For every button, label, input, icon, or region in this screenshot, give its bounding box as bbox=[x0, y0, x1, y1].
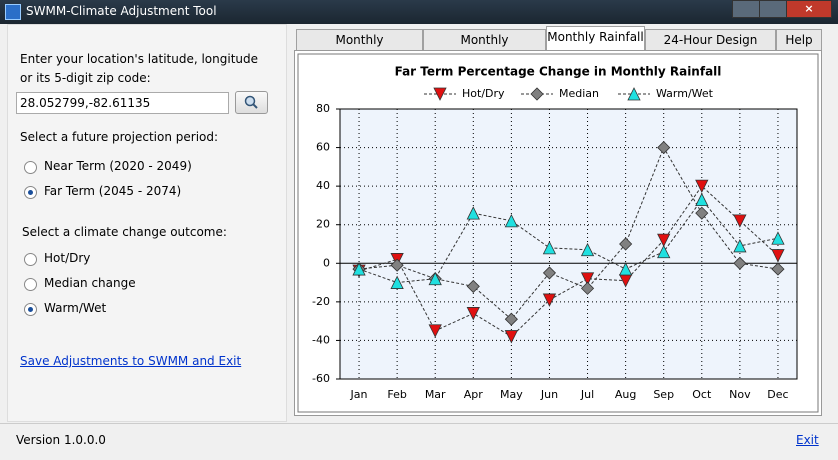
data-point bbox=[695, 206, 709, 220]
x-tick-label: Aug bbox=[615, 388, 636, 401]
chart-title: Far Term Percentage Change in Monthly Ra… bbox=[395, 65, 722, 79]
search-icon bbox=[244, 95, 258, 109]
data-point bbox=[771, 262, 785, 276]
y-tick-label: -20 bbox=[312, 295, 330, 308]
version-label: Version 1.0.0.0 bbox=[16, 433, 106, 447]
x-tick-label: Mar bbox=[425, 388, 446, 401]
data-point bbox=[619, 237, 633, 251]
legend-marker bbox=[433, 87, 447, 101]
radio-button[interactable] bbox=[24, 253, 37, 266]
legend-marker bbox=[530, 87, 544, 101]
data-point bbox=[695, 192, 709, 207]
app-icon bbox=[5, 4, 21, 20]
data-point bbox=[390, 275, 404, 289]
chart: Far Term Percentage Change in Monthly Ra… bbox=[297, 53, 819, 413]
data-point bbox=[771, 249, 785, 263]
radio-label[interactable]: Far Term (2045 - 2074) bbox=[44, 184, 182, 198]
radio-button[interactable] bbox=[24, 186, 37, 199]
legend-marker bbox=[627, 87, 641, 101]
y-tick-label: -60 bbox=[312, 372, 330, 385]
data-point bbox=[542, 240, 557, 255]
data-point bbox=[466, 279, 480, 293]
title-bar: SWMM-Climate Adjustment Tool × bbox=[0, 0, 838, 24]
data-point bbox=[466, 307, 480, 321]
data-point bbox=[504, 330, 519, 344]
radio-label[interactable]: Near Term (2020 - 2049) bbox=[44, 159, 192, 173]
location-input[interactable]: 28.052799,-82.61135 bbox=[16, 92, 229, 114]
tab[interactable]: Monthly Evaporation bbox=[423, 29, 546, 67]
window-title: SWMM-Climate Adjustment Tool bbox=[26, 4, 217, 18]
series-line bbox=[358, 185, 779, 338]
data-point bbox=[580, 281, 595, 295]
tab[interactable]: Monthly Temperature bbox=[296, 29, 423, 67]
x-tick-label: Sep bbox=[653, 388, 674, 401]
series-line bbox=[358, 146, 779, 320]
legend-label: Hot/Dry bbox=[462, 87, 505, 100]
x-tick-label: Jul bbox=[580, 388, 594, 401]
search-button[interactable] bbox=[235, 91, 268, 114]
tab[interactable]: Help bbox=[776, 29, 822, 50]
x-tick-label: Jan bbox=[350, 388, 368, 401]
data-point bbox=[733, 239, 747, 253]
prompt: Select a climate change outcome: bbox=[22, 225, 227, 239]
radio-button[interactable] bbox=[24, 161, 37, 174]
data-point bbox=[542, 293, 557, 307]
data-point bbox=[657, 233, 671, 248]
y-tick-label: 0 bbox=[323, 256, 330, 269]
radio-button[interactable] bbox=[24, 278, 37, 291]
close-button[interactable]: × bbox=[786, 0, 832, 18]
prompt: Select a future projection period: bbox=[20, 130, 219, 144]
data-point bbox=[542, 266, 557, 280]
minimize-button[interactable] bbox=[732, 0, 760, 18]
y-tick-label: 80 bbox=[316, 102, 330, 115]
data-point bbox=[771, 231, 785, 245]
radio-button[interactable] bbox=[24, 303, 37, 316]
tab[interactable]: 24-Hour Design Storm bbox=[645, 29, 776, 67]
x-tick-label: Jun bbox=[540, 388, 558, 401]
prompt: Enter your location's latitude, longitud… bbox=[20, 52, 259, 66]
data-point bbox=[657, 244, 671, 259]
maximize-button[interactable] bbox=[759, 0, 787, 18]
y-tick-label: -40 bbox=[312, 333, 330, 346]
x-tick-label: Apr bbox=[464, 388, 484, 401]
data-point bbox=[504, 312, 518, 326]
x-tick-label: Nov bbox=[729, 388, 751, 401]
data-point bbox=[695, 179, 709, 194]
data-point bbox=[390, 258, 404, 272]
data-point bbox=[733, 214, 747, 228]
prompt: or its 5-digit zip code: bbox=[20, 71, 151, 85]
y-tick-label: 60 bbox=[316, 141, 330, 154]
legend-label: Warm/Wet bbox=[656, 87, 714, 100]
radio-label[interactable]: Median change bbox=[44, 276, 136, 290]
radio-label[interactable]: Hot/Dry bbox=[44, 251, 91, 265]
data-point bbox=[580, 272, 595, 286]
radio-label[interactable]: Warm/Wet bbox=[44, 301, 107, 315]
series-line bbox=[358, 198, 779, 284]
legend-label: Median bbox=[559, 87, 599, 100]
tab[interactable]: Monthly Rainfall bbox=[546, 26, 645, 51]
save-link[interactable]: Save Adjustments to SWMM and Exit bbox=[20, 354, 242, 368]
data-point bbox=[466, 206, 480, 220]
y-tick-label: 40 bbox=[316, 179, 330, 192]
data-point bbox=[428, 324, 442, 338]
data-point bbox=[580, 242, 595, 257]
separator bbox=[0, 423, 838, 424]
plot-area bbox=[339, 108, 798, 380]
exit-link[interactable]: Exit bbox=[796, 433, 819, 447]
x-tick-label: Dec bbox=[767, 388, 788, 401]
data-point bbox=[352, 262, 366, 276]
x-tick-label: May bbox=[500, 388, 523, 401]
data-point bbox=[657, 141, 671, 155]
x-tick-label: Feb bbox=[387, 388, 406, 401]
left-panel bbox=[7, 24, 287, 422]
y-tick-label: 20 bbox=[316, 218, 330, 231]
data-point bbox=[733, 256, 747, 270]
data-point bbox=[504, 213, 519, 228]
data-point bbox=[428, 271, 442, 286]
data-point bbox=[618, 262, 633, 276]
x-tick-label: Oct bbox=[692, 388, 712, 401]
